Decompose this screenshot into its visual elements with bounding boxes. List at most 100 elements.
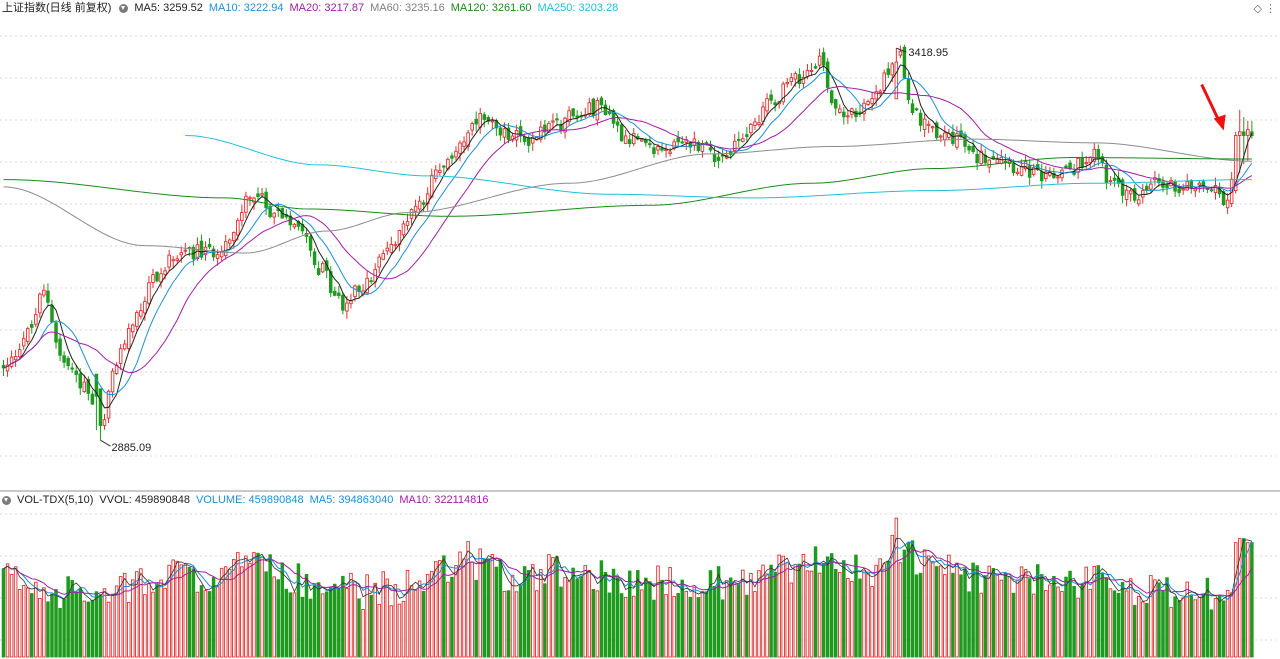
volume-bar[interactable] — [668, 567, 672, 658]
volume-bar[interactable] — [539, 569, 543, 658]
candle[interactable] — [260, 188, 264, 197]
volume-bar[interactable] — [163, 587, 167, 658]
volume-bar[interactable] — [1007, 576, 1012, 658]
kline-panel[interactable]: 3418.95 2885.09 上证指数(日线 前复权) MA5: 3259.52… — [0, 0, 1280, 490]
candle[interactable] — [801, 70, 806, 89]
candle[interactable] — [409, 208, 414, 225]
candle[interactable] — [627, 134, 632, 148]
candle[interactable] — [118, 344, 123, 371]
candle[interactable] — [337, 285, 341, 299]
volume-bar[interactable] — [676, 593, 680, 658]
volume-bar[interactable] — [1157, 582, 1161, 658]
volume-bar[interactable] — [1120, 582, 1125, 658]
volume-bar[interactable] — [1145, 602, 1149, 658]
candle[interactable] — [82, 374, 87, 393]
volume-bar[interactable] — [268, 554, 272, 658]
candle[interactable] — [930, 125, 935, 133]
candle[interactable] — [720, 148, 725, 163]
candle[interactable] — [518, 120, 523, 143]
candle[interactable] — [1100, 153, 1105, 167]
volume-panel[interactable]: VOL-TDX(5,10) VVOL: 459890848 VOLUME: 45… — [0, 492, 1280, 659]
volume-bar[interactable] — [413, 589, 418, 658]
candle[interactable] — [369, 276, 373, 284]
volume-bar[interactable] — [300, 596, 305, 658]
volume-bar[interactable] — [724, 580, 729, 658]
candle[interactable] — [171, 256, 175, 269]
candle[interactable] — [510, 132, 515, 143]
volume-bar[interactable] — [54, 589, 58, 658]
volume-bar[interactable] — [110, 593, 115, 658]
dropdown-icon[interactable] — [119, 3, 129, 13]
candle[interactable] — [397, 229, 402, 252]
volume-bar[interactable] — [429, 570, 434, 658]
volume-bar[interactable] — [1217, 595, 1222, 658]
candle[interactable] — [1112, 171, 1117, 187]
volume-bar[interactable] — [712, 585, 717, 658]
volume-bar[interactable] — [704, 591, 709, 658]
volume-bar[interactable] — [219, 567, 224, 658]
candle[interactable] — [874, 84, 878, 106]
volume-bar[interactable] — [292, 592, 297, 658]
candle[interactable] — [1027, 159, 1032, 185]
volume-bar[interactable] — [1044, 590, 1048, 658]
volume-bar[interactable] — [1132, 604, 1137, 658]
candle[interactable] — [50, 299, 54, 323]
volume-bar[interactable] — [842, 560, 846, 658]
candle[interactable] — [454, 146, 458, 161]
volume-bar[interactable] — [498, 558, 503, 658]
volume-bar[interactable] — [656, 565, 660, 658]
volume-bar[interactable] — [797, 563, 802, 658]
volume-bar[interactable] — [494, 566, 499, 658]
volume-bar[interactable] — [636, 570, 640, 658]
volume-bar[interactable] — [846, 578, 850, 658]
candle[interactable] — [636, 133, 640, 141]
candle[interactable] — [232, 231, 236, 249]
candle[interactable] — [571, 107, 575, 119]
volume-bar[interactable] — [397, 603, 402, 658]
volume-bar[interactable] — [829, 553, 834, 658]
volume-bar[interactable] — [930, 560, 935, 658]
candle[interactable] — [842, 107, 846, 125]
candle[interactable] — [1096, 144, 1101, 166]
volume-bar[interactable] — [264, 571, 268, 658]
candle[interactable] — [308, 234, 313, 257]
candle[interactable] — [575, 110, 579, 123]
volume-bar[interactable] — [781, 555, 785, 658]
volume-bar[interactable] — [862, 570, 866, 658]
candle[interactable] — [434, 165, 438, 183]
volume-bar[interactable] — [114, 585, 119, 658]
volume-bar[interactable] — [530, 564, 535, 658]
candle[interactable] — [821, 47, 826, 72]
volume-bar[interactable] — [547, 554, 551, 658]
volume-bar[interactable] — [603, 571, 608, 658]
volume-bar[interactable] — [1040, 574, 1044, 658]
kline-chart[interactable]: 3418.95 2885.09 — [0, 0, 1280, 490]
volume-bar[interactable] — [866, 573, 870, 658]
candle[interactable] — [1108, 176, 1113, 186]
volume-bar[interactable] — [58, 607, 62, 658]
volume-bar[interactable] — [151, 591, 155, 658]
candle[interactable] — [147, 275, 151, 307]
volume-bar[interactable] — [567, 580, 571, 658]
dropdown-icon[interactable] — [2, 495, 11, 505]
candle[interactable] — [870, 92, 874, 111]
volume-bar[interactable] — [716, 566, 721, 658]
volume-bar[interactable] — [324, 591, 329, 658]
candle[interactable] — [918, 109, 923, 132]
candle[interactable] — [1015, 167, 1020, 176]
candle[interactable] — [987, 159, 992, 174]
candle[interactable] — [664, 143, 668, 158]
volume-bar[interactable] — [959, 574, 963, 658]
candle[interactable] — [223, 234, 228, 260]
volume-bar[interactable] — [369, 594, 373, 658]
volume-bar[interactable] — [575, 578, 579, 658]
candle[interactable] — [1092, 143, 1097, 167]
volume-bar[interactable] — [462, 558, 466, 658]
volume-bar[interactable] — [975, 565, 979, 658]
volume-bar[interactable] — [886, 560, 891, 658]
volume-bar[interactable] — [1246, 542, 1250, 658]
volume-bar[interactable] — [1003, 572, 1008, 658]
volume-bar[interactable] — [1019, 566, 1024, 658]
volume-bar[interactable] — [825, 556, 830, 658]
candle[interactable] — [191, 244, 196, 266]
